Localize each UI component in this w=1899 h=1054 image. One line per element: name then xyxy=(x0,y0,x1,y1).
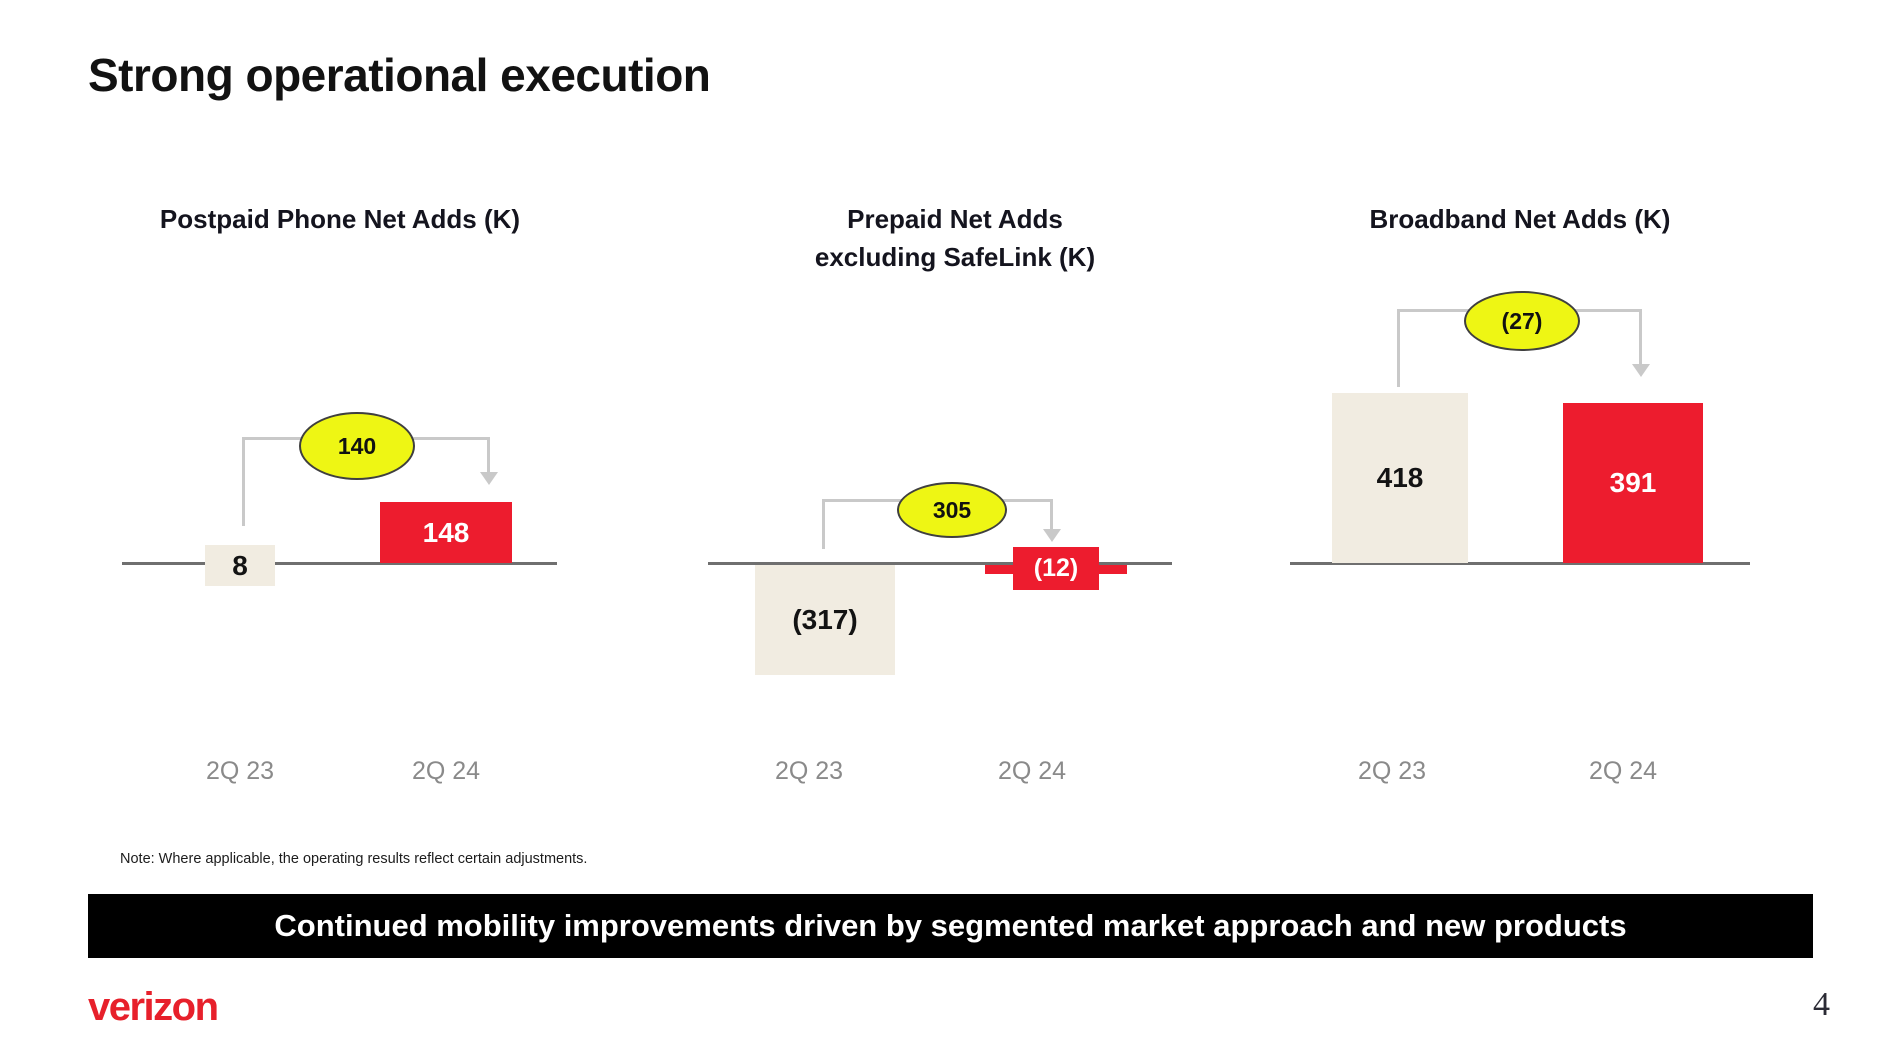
broadband-chart-title: Broadband Net Adds (K) xyxy=(1369,204,1671,234)
postpaid-chart-title: Postpaid Phone Net Adds (K) xyxy=(159,204,521,234)
broadband-2q23-axis-label: 2Q 23 xyxy=(1357,757,1427,785)
postpaid-connector-arrow-shaft xyxy=(487,437,490,474)
slide-title: Strong operational execution xyxy=(88,49,711,101)
verizon-logo: verizon xyxy=(88,985,219,1029)
postpaid-2q23-bar: 8 xyxy=(205,545,275,586)
postpaid-2q24-bar: 148 xyxy=(380,502,512,563)
postpaid-axis-line xyxy=(122,562,557,565)
prepaid-2q24-value-box: (12) xyxy=(1013,547,1099,590)
page-number: 4 xyxy=(1813,986,1830,1023)
broadband-2q24-bar: 391 xyxy=(1563,403,1703,563)
broadband-connector-left-line xyxy=(1397,309,1400,387)
postpaid-2q23-axis-label: 2Q 23 xyxy=(205,757,275,785)
prepaid-2q23-bar: (317) xyxy=(755,565,895,675)
prepaid-2q23-axis-label: 2Q 23 xyxy=(774,757,844,785)
prepaid-axis-line xyxy=(708,562,1172,565)
broadband-axis-line xyxy=(1290,562,1750,565)
broadband-change-callout: (27) xyxy=(1464,291,1580,351)
prepaid-2q24-axis-label: 2Q 24 xyxy=(997,757,1067,785)
broadband-2q23-bar: 418 xyxy=(1332,393,1468,563)
prepaid-chart-title-line-2: excluding SafeLink (K) xyxy=(814,242,1096,272)
takeaway-banner: Continued mobility improvements driven b… xyxy=(88,894,1813,958)
postpaid-arrow-down-icon xyxy=(480,472,498,485)
postpaid-change-callout: 140 xyxy=(299,412,415,480)
prepaid-arrow-down-icon xyxy=(1043,529,1061,542)
postpaid-connector-left-line xyxy=(242,437,245,526)
broadband-arrow-down-icon xyxy=(1632,364,1650,377)
prepaid-chart-title-line-1: Prepaid Net Adds xyxy=(847,204,1063,234)
footnote: Note: Where applicable, the operating re… xyxy=(120,851,588,867)
prepaid-change-callout: 305 xyxy=(897,482,1007,538)
prepaid-connector-left-line xyxy=(822,499,825,549)
broadband-connector-arrow-shaft xyxy=(1639,309,1642,367)
prepaid-chart-title: Prepaid Net Adds excluding SafeLink (K) xyxy=(755,200,1155,276)
postpaid-2q24-axis-label: 2Q 24 xyxy=(411,757,481,785)
broadband-2q24-axis-label: 2Q 24 xyxy=(1588,757,1658,785)
prepaid-connector-arrow-shaft xyxy=(1050,499,1053,530)
